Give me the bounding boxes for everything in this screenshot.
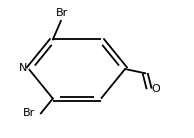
Text: Br: Br: [56, 8, 68, 18]
Text: N: N: [19, 63, 27, 73]
Text: Br: Br: [23, 108, 35, 118]
Text: O: O: [151, 84, 160, 94]
